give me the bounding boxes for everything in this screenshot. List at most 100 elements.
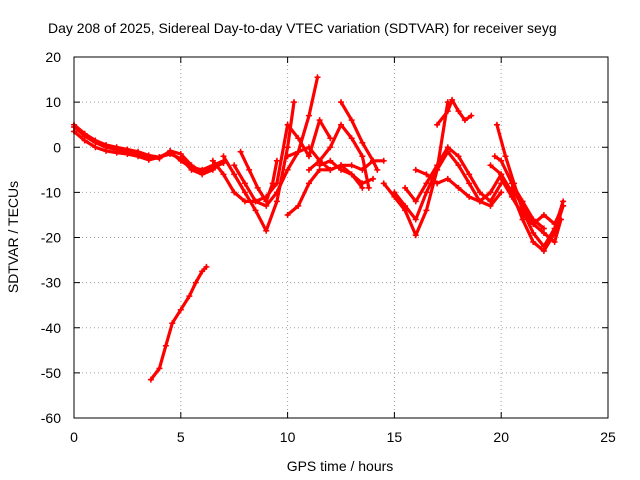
data-point (295, 202, 302, 209)
data-point (508, 193, 515, 200)
data-point (252, 198, 259, 205)
data-point (273, 157, 280, 164)
data-point (284, 166, 291, 173)
series-group (434, 96, 475, 128)
data-point (186, 293, 193, 300)
data-point (284, 121, 291, 128)
x-tick-label: 20 (493, 429, 509, 445)
data-point (220, 171, 227, 178)
data-point (305, 180, 312, 187)
data-point (327, 166, 334, 173)
data-point (487, 198, 494, 205)
data-point (145, 154, 152, 161)
series-line (239, 150, 279, 203)
data-point (284, 211, 291, 218)
data-point (530, 239, 537, 246)
data-point (391, 189, 398, 196)
series-line (149, 265, 208, 382)
data-point (348, 135, 355, 142)
data-point (203, 263, 210, 270)
data-point (455, 184, 462, 191)
data-point (498, 189, 505, 196)
data-point (551, 220, 558, 227)
data-point (113, 146, 120, 153)
data-point (124, 148, 131, 155)
data-point (305, 112, 312, 119)
data-point (466, 171, 473, 178)
x-tick-label: 0 (70, 429, 78, 445)
data-point (423, 180, 430, 187)
data-point (461, 117, 468, 124)
data-point (468, 112, 475, 119)
data-point (199, 169, 206, 176)
y-tick-label: -60 (41, 410, 61, 426)
data-point (412, 232, 419, 239)
series-group (71, 128, 227, 173)
data-point (246, 166, 253, 173)
series-line (403, 145, 503, 203)
series-group (491, 153, 547, 232)
data-point (273, 198, 280, 205)
data-point (558, 216, 565, 223)
data-point (449, 96, 456, 103)
data-point (284, 144, 291, 151)
data-point (370, 175, 377, 182)
x-tick-label: 5 (177, 429, 185, 445)
data-point (338, 99, 344, 106)
y-tick-label: 20 (45, 49, 61, 65)
data-point (263, 227, 270, 234)
data-point (412, 166, 419, 173)
data-point (338, 121, 344, 128)
data-point (423, 189, 430, 196)
data-point (423, 207, 430, 214)
data-point (348, 117, 355, 124)
data-point (370, 157, 377, 164)
series-line (392, 150, 503, 221)
data-point (273, 189, 280, 196)
y-tick-label: -10 (41, 184, 61, 200)
data-point (359, 153, 366, 160)
data-point (540, 211, 547, 218)
data-point (263, 198, 270, 205)
data-point (380, 157, 387, 164)
data-point (365, 184, 372, 191)
data-point (412, 198, 419, 205)
series-line (510, 186, 563, 244)
data-point (560, 202, 567, 209)
y-tick-label: 10 (45, 94, 61, 110)
series-line (72, 129, 226, 172)
data-point (498, 175, 505, 182)
data-point (295, 148, 302, 155)
data-point (254, 184, 261, 191)
series-line (488, 163, 565, 253)
grid-lines (74, 57, 608, 418)
data-point (455, 153, 462, 160)
y-tick-label: -20 (41, 230, 61, 246)
data-point (530, 229, 537, 236)
data-point (551, 239, 558, 246)
data-point (231, 189, 238, 196)
data-point (402, 184, 409, 191)
data-point (476, 189, 483, 196)
data-point (305, 153, 312, 160)
data-point (444, 108, 451, 115)
data-point (491, 153, 498, 160)
data-point (338, 166, 344, 173)
data-point (493, 121, 500, 128)
y-tick-label: -50 (41, 365, 61, 381)
data-point (412, 216, 419, 223)
data-point (156, 365, 163, 372)
data-point (327, 144, 334, 151)
data-point (316, 162, 323, 169)
data-point (177, 151, 184, 158)
series-group (316, 157, 377, 187)
data-point (314, 74, 321, 81)
data-point (434, 162, 441, 169)
data-point (380, 180, 387, 187)
data-point (348, 171, 355, 178)
x-tick-label: 10 (280, 429, 296, 445)
series-line (318, 159, 375, 185)
data-point (199, 268, 206, 275)
data-point (167, 147, 174, 154)
data-point (540, 225, 547, 232)
